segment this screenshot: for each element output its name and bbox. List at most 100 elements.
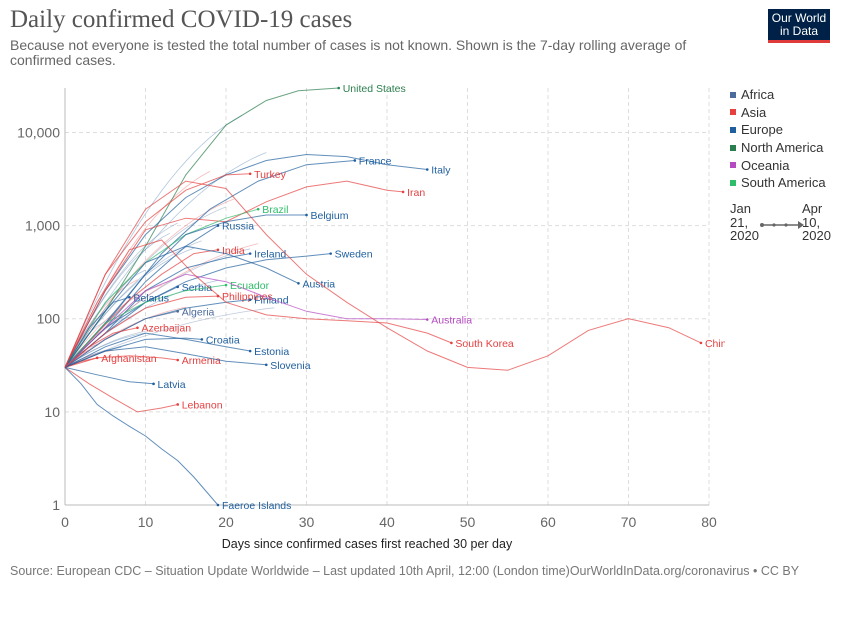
logo-line-1: Our World — [771, 11, 827, 25]
series-end-point — [425, 168, 429, 171]
series-end-point — [176, 310, 179, 313]
series-label: Belarus — [133, 292, 169, 304]
series-line — [64, 253, 331, 368]
line-chart: 1 10 100 1,000 10,000 0 10 20 30 40 50 60 70 80 United… — [17, 83, 725, 551]
series-label: Slovenia — [270, 360, 310, 372]
series-label: Serbia — [182, 282, 213, 294]
series-end-point — [329, 252, 332, 255]
series-label: Russia — [222, 221, 254, 233]
background-series-line — [64, 329, 154, 368]
legend-swatch — [730, 109, 736, 116]
series-end-point — [305, 213, 308, 217]
legend-item[interactable]: Africa — [730, 86, 826, 104]
chart-title: Daily confirmed COVID-19 cases — [10, 6, 353, 33]
series-end-point — [176, 285, 179, 289]
series-end-point — [248, 252, 252, 255]
series-label: Ireland — [254, 249, 286, 261]
background-series-line — [64, 306, 186, 368]
series-label: Latvia — [158, 379, 186, 391]
series-line — [64, 367, 219, 506]
x-tick-label: 10 — [138, 514, 154, 530]
logo-line-2: in Data — [779, 24, 819, 38]
legend-item[interactable]: Asia — [730, 104, 826, 122]
series-end-point — [224, 283, 228, 287]
series-label: Algeria — [182, 306, 215, 318]
x-tick-label: 30 — [299, 514, 315, 530]
y-tick-label: 1 — [52, 497, 60, 513]
y-tick-label: 1,000 — [25, 218, 60, 234]
background-series-line — [64, 316, 130, 368]
legend-item[interactable]: Oceania — [730, 156, 826, 174]
series-label: Sweden — [335, 249, 373, 261]
series-line — [64, 284, 227, 368]
series-end-point — [176, 403, 179, 406]
series-label: Ecuador — [230, 280, 270, 292]
series-label: Lebanon — [182, 399, 223, 411]
legend-swatch — [730, 144, 736, 151]
series-label: Estonia — [254, 346, 289, 358]
series-line — [64, 346, 267, 368]
series-end-point — [256, 207, 260, 211]
owid-logo[interactable]: Our World in Data — [768, 9, 830, 43]
series-end-point — [216, 248, 220, 252]
series-label: Austria — [302, 278, 335, 290]
background-series-line — [64, 307, 275, 368]
timeline[interactable]: Jan 21, 2020 Apr 10, 2020 — [730, 202, 835, 248]
series-end-point — [136, 326, 139, 330]
series-label: Afghanistan — [101, 353, 157, 365]
series-label: Australia — [431, 315, 472, 327]
series-line — [64, 208, 259, 368]
series-label: Italy — [431, 165, 451, 177]
timeline-dot — [784, 223, 788, 227]
legend-label: North America — [741, 140, 824, 156]
series-end-point — [425, 318, 429, 321]
series-line — [64, 273, 428, 368]
series-line — [64, 355, 178, 368]
series-line — [64, 310, 178, 368]
x-axis-label: Days since confirmed cases first reached… — [222, 537, 513, 551]
x-tick-label: 40 — [379, 514, 395, 530]
series-end-point — [297, 282, 300, 285]
series-label: Turkey — [254, 169, 286, 181]
series-label: Faeroe Islands — [222, 500, 291, 512]
background-series-line — [64, 114, 243, 368]
x-tick-label: 20 — [218, 514, 234, 530]
legend-label: South America — [741, 175, 826, 191]
y-tick-label: 100 — [37, 311, 61, 327]
series-label: Iran — [407, 187, 425, 199]
x-tick-label: 70 — [621, 514, 637, 530]
y-tick-label: 10 — [44, 404, 60, 420]
series-end-point — [699, 341, 703, 345]
series-end-point — [176, 358, 179, 362]
series-line — [64, 366, 178, 413]
legend-item[interactable]: South America — [730, 174, 826, 192]
series-label: Croatia — [206, 334, 240, 346]
legend-item[interactable]: Europe — [730, 121, 826, 139]
series-label: Finland — [254, 295, 289, 307]
legend-item[interactable]: North America — [730, 139, 826, 157]
series-line — [64, 153, 428, 368]
series-end-point — [401, 190, 405, 194]
timeline-start-label: Jan 21, 2020 — [730, 201, 759, 243]
series-end-point — [248, 172, 252, 176]
series-line — [64, 366, 154, 385]
timeline-slider-track[interactable] — [760, 221, 804, 229]
legend-swatch — [730, 91, 736, 98]
source-note: Source: European CDC – Situation Update … — [10, 564, 800, 578]
x-tick-label: 50 — [460, 514, 476, 530]
series-end-point — [450, 341, 453, 345]
series-line — [64, 249, 218, 368]
series-line — [64, 296, 130, 368]
legend-swatch — [730, 126, 736, 133]
series-label: China — [705, 338, 725, 350]
series-end-point — [216, 503, 220, 507]
series-label: United States — [343, 83, 406, 95]
timeline-start-handle — [760, 223, 764, 227]
series-end-point — [248, 298, 252, 302]
timeline-end-arrow-icon — [798, 221, 804, 229]
legend-label: Oceania — [741, 157, 790, 173]
series-label: Belgium — [311, 210, 349, 222]
series-line — [64, 327, 138, 368]
x-tick-label: 80 — [701, 514, 717, 530]
legend-label: Europe — [741, 122, 783, 138]
